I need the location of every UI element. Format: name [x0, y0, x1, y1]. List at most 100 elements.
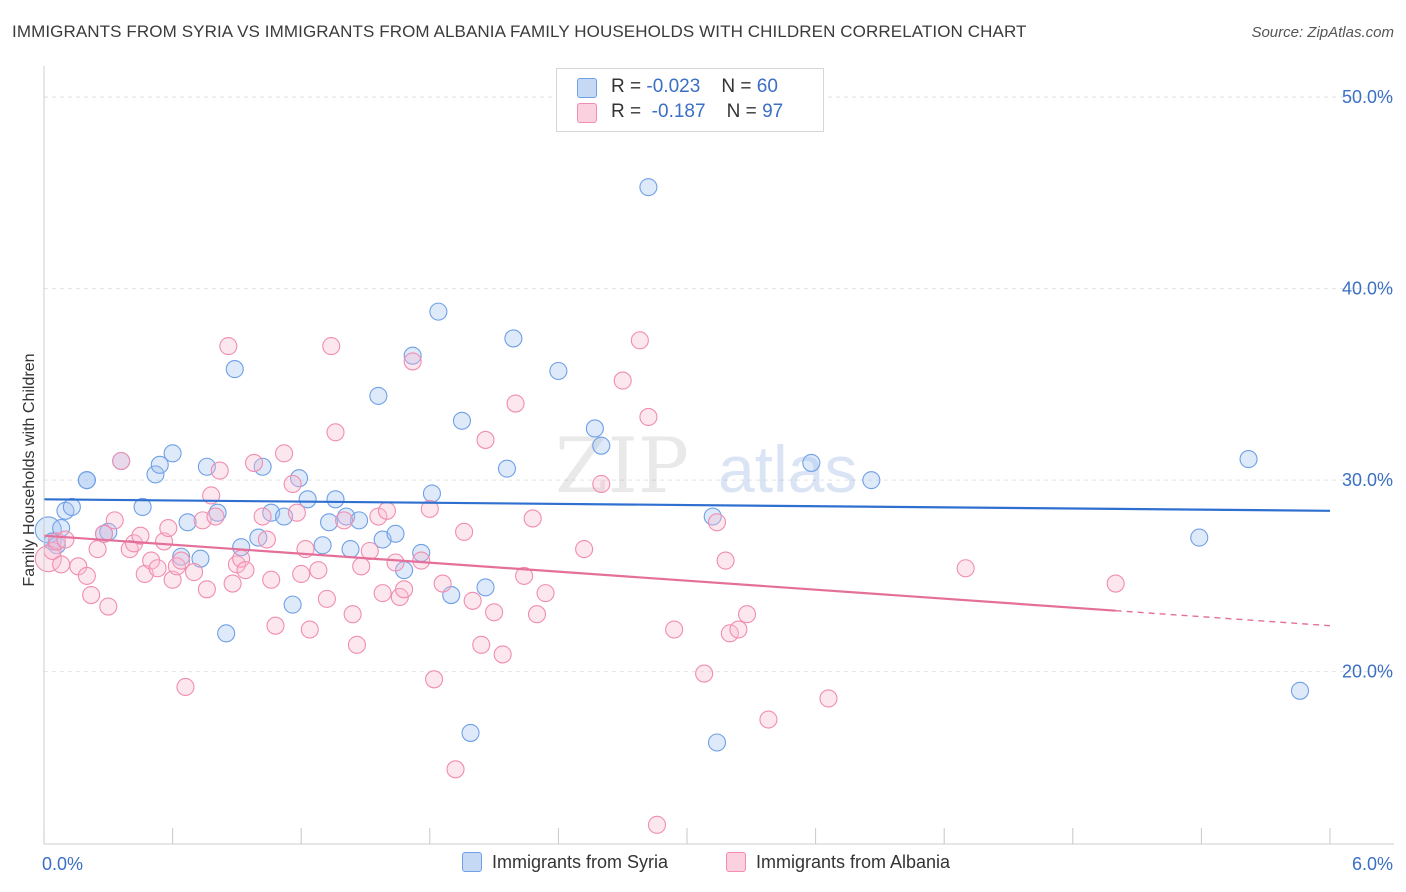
y-tick-label: 30.0% [1342, 470, 1393, 490]
albania-point [257, 530, 276, 549]
albania-point [148, 559, 167, 578]
albania-point [322, 337, 341, 356]
syria-point [802, 453, 821, 472]
chart-title: IMMIGRANTS FROM SYRIA VS IMMIGRANTS FROM… [12, 22, 1027, 41]
albania-point [373, 584, 392, 603]
albania-point [335, 511, 354, 530]
syria-point [504, 329, 523, 348]
albania-point [647, 815, 667, 834]
albania-point [506, 394, 525, 413]
syria-n-label: N = [721, 76, 752, 97]
watermark: ZIP atlas [555, 421, 857, 510]
albania-point [283, 474, 302, 494]
points-layer [34, 178, 1310, 834]
syria-n-value: 60 [756, 76, 778, 97]
syria-stats: R = -0.023 N = 60 [611, 76, 778, 98]
syria-point [326, 490, 345, 509]
albania-point [262, 570, 281, 589]
albania-swatch [577, 103, 597, 123]
albania-point [403, 352, 422, 371]
albania-point [88, 540, 107, 559]
albania-point [737, 605, 757, 624]
bottom-legend-syria-swatch [462, 852, 482, 872]
albania-point [292, 564, 311, 584]
bottom-legend-syria-label: Immigrants from Syria [492, 852, 669, 872]
syria-point [497, 459, 517, 478]
syria-point [1190, 528, 1209, 547]
albania-point [360, 541, 379, 561]
albania-point [630, 331, 649, 350]
albania-n-label: N = [726, 101, 757, 122]
syria-point [476, 578, 495, 597]
albania-point [172, 551, 191, 570]
albania-point [420, 499, 439, 518]
stats-legend: R = -0.023 N = 60 R = -0.187 N = 97 [556, 68, 824, 132]
syria-point [163, 444, 182, 463]
watermark-zip: ZIP [555, 421, 689, 510]
syria-point [77, 471, 96, 490]
albania-r-label: R = [611, 101, 642, 122]
albania-point [176, 677, 195, 697]
albania-point [433, 574, 452, 593]
albania-point [163, 570, 182, 589]
syria-point [313, 536, 332, 555]
y-tick-label: 40.0% [1342, 279, 1393, 299]
albania-point [112, 451, 131, 471]
albania-point [1106, 574, 1125, 593]
albania-point [244, 453, 264, 472]
albania-point [347, 635, 366, 654]
bottom-legend-albania: Immigrants from Albania [726, 852, 950, 873]
syria-point [639, 178, 658, 197]
albania-point [56, 530, 75, 549]
albania-stats: R = -0.187 N = 97 [611, 101, 783, 123]
albania-point [575, 540, 594, 559]
series-albania-points [34, 331, 1125, 834]
albania-point [131, 526, 150, 545]
albania-point [493, 645, 512, 664]
albania-point [536, 584, 555, 603]
albania-point [386, 553, 405, 572]
syria-point [707, 733, 727, 752]
albania-point [326, 423, 345, 442]
albania-point [266, 616, 285, 635]
albania-point [613, 371, 632, 390]
albania-point [236, 561, 255, 580]
albania-point [665, 620, 684, 639]
y-axis-label: Family Households with Children [21, 353, 38, 587]
bottom-legend-albania-swatch [726, 852, 746, 872]
syria-point [461, 723, 480, 742]
albania-point [395, 580, 414, 599]
y-tick-label: 20.0% [1342, 662, 1393, 682]
syria-point [386, 524, 405, 543]
syria-point [133, 497, 152, 517]
albania-point [287, 503, 306, 522]
albania-point [695, 664, 714, 683]
syria-point [422, 484, 441, 503]
syria-point [369, 386, 388, 405]
syria-point [341, 540, 360, 559]
albania-point [472, 635, 491, 654]
albania-point [707, 513, 727, 532]
albania-point [956, 559, 975, 578]
albania-point [52, 555, 71, 574]
syria-point [146, 465, 165, 484]
syria-point [452, 411, 472, 430]
albania-n-value: 97 [762, 101, 784, 122]
syria-point [253, 457, 272, 476]
syria-point [403, 346, 422, 365]
syria-point [350, 511, 369, 530]
syria-point [225, 360, 244, 379]
albania-trend-line-extension [1115, 609, 1331, 627]
albania-point [275, 444, 294, 463]
albania-point [253, 507, 272, 526]
albania-point [515, 566, 534, 585]
albania-point [343, 605, 362, 624]
syria-point [1239, 450, 1258, 469]
albania-trend-line [43, 534, 1116, 612]
albania-point [639, 407, 658, 427]
albania-point [476, 430, 495, 449]
grid-layer [44, 96, 1394, 673]
albania-point [159, 518, 178, 538]
albania-point [527, 605, 547, 624]
